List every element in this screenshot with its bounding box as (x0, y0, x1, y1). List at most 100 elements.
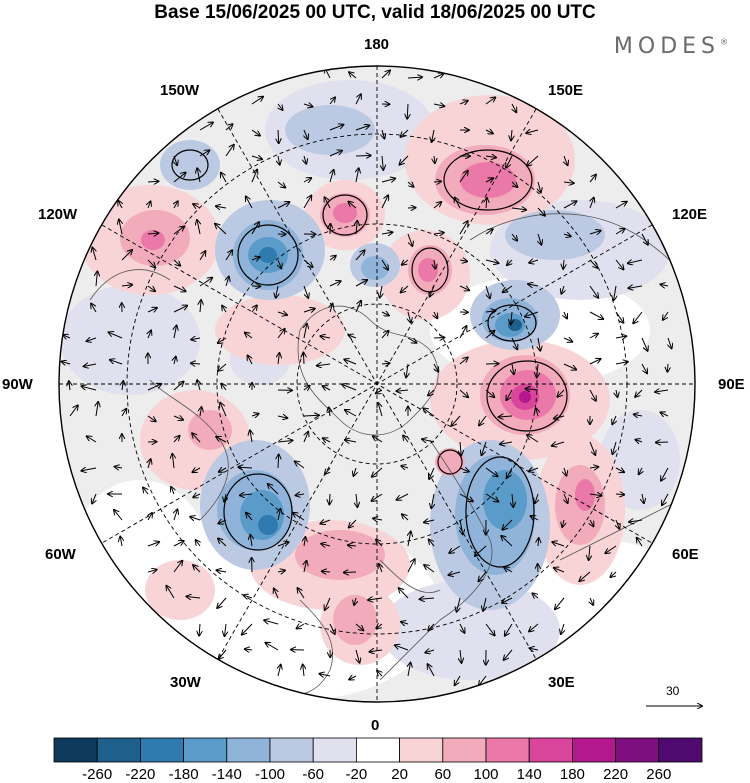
wind-vectors (62, 68, 672, 686)
wind-arrow (407, 337, 416, 343)
colorbar-swatch (615, 737, 660, 763)
wind-arrow (459, 468, 469, 472)
wind-arrow (562, 519, 564, 527)
negative-anomaly (483, 470, 527, 530)
wind-arrow (499, 416, 513, 417)
wind-arrow (616, 519, 619, 529)
wind-arrow (615, 229, 625, 235)
wind-arrow (174, 201, 178, 209)
wind-arrow (528, 284, 539, 286)
colorbar-swatch (658, 737, 703, 763)
wind-arrow (355, 623, 363, 630)
wind-arrow (376, 624, 383, 628)
wind-arrow (434, 311, 437, 318)
wind-arrow (323, 386, 331, 390)
wind-arrow (589, 389, 596, 401)
positive-anomaly (418, 258, 438, 282)
wind-arrow (486, 198, 487, 209)
wind-arrow (173, 541, 184, 547)
wind-arrow (538, 337, 540, 351)
wind-arrow (552, 442, 565, 446)
negative-anomaly (258, 515, 278, 535)
wind-arrow (197, 220, 200, 235)
wind-arrow (589, 334, 598, 338)
colorbar-swatch (528, 737, 573, 763)
wind-arrow (109, 332, 123, 339)
wind-arrow (92, 493, 96, 504)
wind-arrow (277, 329, 285, 339)
wind-arrow (505, 623, 513, 636)
wind-arrow (330, 97, 335, 105)
wind-arrow (277, 441, 293, 443)
wind-arrow (174, 326, 177, 339)
wind-arrow (552, 542, 565, 547)
wind-arrow (563, 182, 574, 183)
wind-arrow (240, 494, 253, 495)
colorbar-tick-label: 220 (603, 766, 629, 783)
wind-arrow (475, 545, 487, 556)
wind-arrow (455, 675, 461, 685)
wind-arrow (507, 467, 513, 478)
wind-arrow (120, 537, 122, 547)
wind-arrow (278, 353, 279, 365)
wind-arrow (329, 281, 341, 287)
wind-arrow (349, 676, 357, 680)
wind-arrow (147, 259, 155, 267)
wind-arrow (615, 202, 627, 209)
wind-arrow (173, 227, 184, 235)
wind-arrow (349, 72, 357, 79)
wind-arrow (376, 390, 383, 393)
wind-arrow (87, 338, 97, 341)
positive-anomaly (141, 230, 165, 250)
wind-arrow (219, 468, 227, 472)
wind-arrow (196, 540, 200, 547)
wind-arrow (121, 250, 132, 261)
wind-arrow (276, 285, 278, 298)
wind-arrow (460, 519, 463, 534)
wind-arrow (303, 178, 311, 182)
wind-arrow (354, 467, 357, 476)
wind-arrow (579, 571, 591, 581)
wind-arrow (355, 301, 361, 313)
wind-arrow (628, 260, 643, 263)
contour (437, 449, 463, 475)
wind-arrow (526, 389, 539, 390)
wind-arrow (303, 353, 304, 365)
brand-text: MODES (613, 34, 720, 59)
wind-arrow (193, 494, 201, 497)
wind-arrow (297, 624, 305, 629)
wind-arrow (278, 455, 279, 469)
positive-anomaly (575, 479, 595, 511)
colorbar-swatch (485, 737, 530, 763)
wind-arrow (563, 201, 577, 209)
wind-arrow (277, 416, 287, 418)
wind-arrow (457, 597, 460, 612)
wind-arrow (381, 195, 388, 209)
wind-arrow (506, 155, 513, 168)
wind-arrow (554, 416, 565, 419)
wind-arrow (655, 390, 669, 392)
wind-arrow (173, 416, 183, 420)
wind-arrow (225, 623, 227, 636)
wind-arrow (407, 559, 415, 573)
wind-arrow (616, 389, 618, 397)
wind-arrow (304, 432, 308, 443)
wind-arrow (504, 567, 513, 572)
wind-arrow (381, 232, 392, 234)
wind-arrow (147, 570, 157, 572)
wind-arrow (251, 257, 260, 260)
wind-arrow (635, 389, 643, 397)
wind-arrow (430, 285, 435, 297)
wind-arrow (589, 359, 601, 365)
wind-arrow (629, 520, 643, 522)
label-60w: 60W (45, 546, 76, 563)
wind-arrow (433, 74, 443, 78)
wind-arrow (429, 467, 435, 479)
wind-arrow (406, 363, 408, 377)
wind-arrow (303, 386, 310, 390)
wind-arrow (345, 440, 357, 442)
wind-arrow (485, 156, 496, 158)
wind-arrow (503, 285, 513, 292)
colorbar-swatch (53, 737, 98, 763)
wind-arrow (84, 364, 97, 366)
